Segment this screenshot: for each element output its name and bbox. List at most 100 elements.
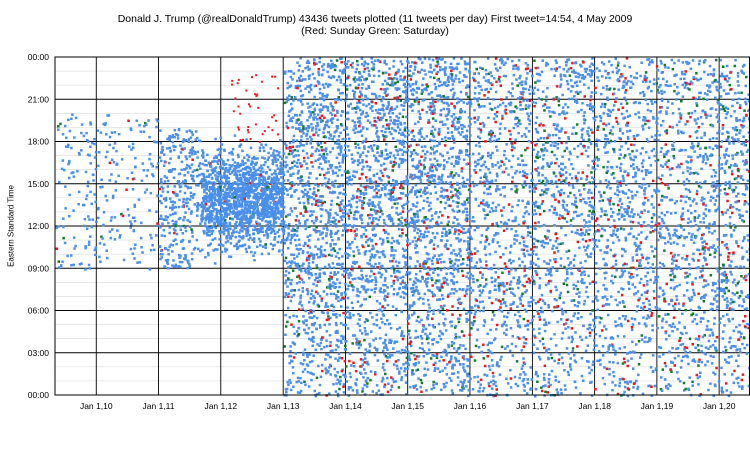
weekday-tweet [136,261,139,264]
weekday-tweet [224,163,228,166]
weekday-tweet [430,240,433,243]
weekday-tweet [329,111,332,115]
weekday-tweet [336,371,339,374]
weekday-tweet [200,217,203,221]
weekday-tweet [159,249,163,252]
weekday-tweet [379,287,382,290]
weekday-tweet [463,60,467,63]
weekday-tweet [430,214,434,217]
weekday-tweet [188,225,192,229]
weekday-tweet [403,367,407,370]
weekday-tweet [313,95,316,99]
weekday-tweet [355,107,358,111]
sunday-tweet [409,340,412,344]
weekday-tweet [345,66,349,69]
weekday-tweet [364,115,367,118]
weekday-tweet [205,164,208,167]
sunday-tweet [426,174,429,178]
weekday-tweet [248,170,251,174]
weekday-tweet [444,281,448,284]
weekday-tweet [221,207,225,210]
saturday-tweet [380,151,383,154]
saturday-tweet [366,319,369,322]
weekday-tweet [177,217,181,221]
weekday-tweet [166,258,169,262]
saturday-tweet [283,101,287,105]
weekday-tweet [86,153,90,156]
weekday-tweet [389,341,393,344]
weekday-tweet [410,75,413,78]
weekday-tweet [203,179,206,182]
weekday-tweet [399,220,402,223]
weekday-tweet [89,121,92,124]
weekday-tweet [312,294,315,298]
weekday-tweet [324,105,328,108]
saturday-tweet [467,372,470,376]
sunday-tweet [392,186,395,190]
weekday-tweet [367,204,371,207]
weekday-tweet [64,207,67,210]
weekday-tweet [238,222,241,225]
weekday-tweet [450,75,454,78]
sunday-tweet [254,123,257,126]
weekday-tweet [300,138,303,142]
weekday-tweet [247,192,250,196]
weekday-tweet [266,158,269,161]
weekday-tweet [191,146,194,149]
weekday-tweet [414,265,417,268]
weekday-tweet [67,118,70,122]
weekday-tweet [173,201,177,204]
weekday-tweet [460,202,464,206]
weekday-tweet [196,202,200,205]
weekday-tweet [357,106,360,110]
weekday-tweet [446,113,450,116]
weekday-tweet [440,186,443,190]
weekday-tweet [380,187,384,190]
weekday-tweet [339,150,343,153]
weekday-tweet [445,84,448,88]
weekday-tweet [341,184,344,188]
weekday-tweet [245,138,248,141]
weekday-tweet [189,166,192,170]
weekday-tweet [267,220,270,224]
weekday-tweet [188,151,191,155]
weekday-tweet [233,244,236,248]
weekday-tweet [319,103,323,106]
weekday-tweet [296,61,299,64]
weekday-tweet [360,134,364,137]
weekday-tweet [378,201,381,204]
sunday-tweet [401,228,404,231]
weekday-tweet [245,232,248,235]
weekday-tweet [405,86,409,89]
weekday-tweet [303,269,307,272]
weekday-tweet [320,155,324,158]
weekday-tweet [169,150,172,153]
weekday-tweet [359,216,362,220]
weekday-tweet [360,274,364,277]
saturday-tweet [456,189,459,193]
weekday-tweet [251,161,255,164]
weekday-tweet [452,118,456,121]
weekday-tweet [356,105,359,108]
weekday-tweet [417,165,420,168]
weekday-tweet [224,250,227,253]
weekday-tweet [404,66,407,70]
weekday-tweet [326,109,330,112]
weekday-tweet [285,391,288,394]
weekday-tweet [187,140,190,143]
weekday-tweet [333,185,336,188]
weekday-tweet [390,206,394,209]
weekday-tweet [289,75,293,79]
weekday-tweet [321,231,324,234]
weekday-tweet [327,62,330,66]
weekday-tweet [166,185,170,188]
weekday-tweet [289,241,292,245]
weekday-tweet [238,217,242,221]
weekday-tweet [226,212,229,216]
weekday-tweet [392,65,395,68]
weekday-tweet [226,200,229,203]
weekday-tweet [459,116,462,120]
weekday-tweet [225,176,229,179]
weekday-tweet [359,343,362,347]
weekday-tweet [262,193,266,196]
